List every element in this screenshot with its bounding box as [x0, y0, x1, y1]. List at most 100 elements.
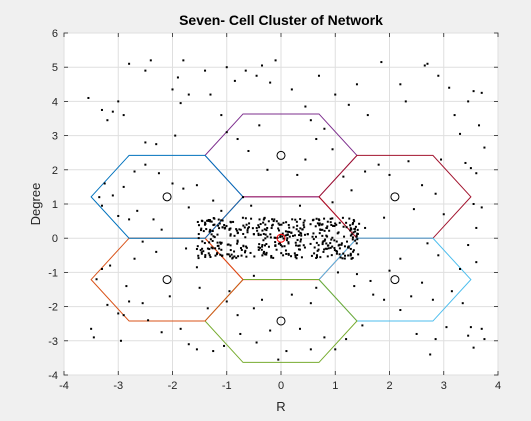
- scatter-point: [212, 235, 215, 238]
- scatter-point: [399, 83, 402, 86]
- scatter-point: [265, 253, 268, 256]
- scatter-point: [345, 338, 348, 341]
- scatter-point: [242, 232, 245, 235]
- scatter-point: [316, 222, 319, 225]
- scatter-point: [314, 225, 317, 228]
- scatter-point: [300, 234, 303, 237]
- scatter-point: [206, 247, 209, 250]
- scatter-point: [285, 221, 288, 224]
- scatter-point: [478, 124, 481, 127]
- scatter-point: [269, 236, 272, 239]
- hexagon-cells: [90, 113, 472, 363]
- scatter-point: [354, 239, 357, 242]
- scatter-point: [264, 223, 267, 226]
- scatter-point: [197, 254, 200, 257]
- scatter-point: [144, 163, 147, 166]
- scatter-point: [250, 204, 253, 207]
- scatter-point: [318, 232, 321, 235]
- scatter-point: [311, 219, 314, 222]
- scatter-point: [434, 338, 437, 341]
- scatter-point: [341, 216, 344, 219]
- scatter-point: [285, 239, 288, 242]
- scatter-point: [239, 247, 242, 250]
- scatter-point: [261, 298, 264, 301]
- scatter-point: [404, 100, 407, 103]
- scatter-point: [352, 221, 355, 224]
- scatter-point: [315, 256, 318, 259]
- scatter-point: [144, 141, 147, 144]
- scatter-point: [429, 353, 432, 356]
- scatter-point: [331, 201, 334, 204]
- y-tick-label: -2: [48, 302, 58, 314]
- scatter-point: [255, 74, 258, 77]
- scatter-point: [326, 255, 329, 258]
- scatter-point: [339, 256, 342, 259]
- scatter-point: [212, 217, 215, 220]
- scatter-point: [269, 81, 272, 84]
- scatter-point: [298, 327, 301, 330]
- scatter-point: [364, 226, 367, 229]
- scatter-point: [245, 246, 248, 249]
- scatter-point: [255, 226, 258, 229]
- scatter-point: [459, 132, 462, 135]
- scatter-point: [317, 218, 320, 221]
- scatter-point: [383, 298, 386, 301]
- scatter-point: [431, 298, 434, 301]
- scatter-point: [440, 158, 443, 161]
- x-tick-label: 1: [332, 380, 338, 392]
- scatter-point: [197, 224, 200, 227]
- scatter-point: [245, 223, 248, 226]
- scatter-point: [330, 223, 333, 226]
- scatter-point: [369, 279, 372, 282]
- x-tick-label: 0: [278, 380, 284, 392]
- base-station-marker: [162, 192, 172, 202]
- scatter-point: [345, 221, 348, 224]
- scatter-point: [472, 346, 475, 349]
- scatter-point: [200, 219, 203, 222]
- y-tick-label: 6: [52, 28, 58, 40]
- scatter-point: [265, 251, 268, 254]
- scatter-point: [380, 61, 383, 64]
- scatter-point: [122, 185, 125, 188]
- x-tick-label: -3: [113, 380, 123, 392]
- scatter-point: [423, 64, 426, 67]
- scatter-point: [242, 196, 245, 199]
- scatter-point: [246, 229, 249, 232]
- scatter-point: [199, 249, 202, 252]
- scatter-point: [299, 240, 302, 243]
- scatter-point: [354, 225, 357, 228]
- scatter-point: [475, 172, 478, 175]
- scatter-point: [242, 244, 245, 247]
- scatter-point: [223, 227, 226, 230]
- scatter-point: [295, 257, 298, 260]
- scatter-point: [293, 252, 296, 255]
- scatter-point: [246, 227, 249, 230]
- y-tick-label: -1: [48, 267, 58, 279]
- scatter-point: [247, 226, 250, 229]
- scatter-point: [302, 224, 305, 227]
- scatter-point: [250, 217, 253, 220]
- scatter-point: [235, 256, 238, 259]
- scatter-point: [324, 238, 327, 241]
- scatter-point: [211, 239, 214, 242]
- scatter-point: [100, 204, 103, 207]
- scatter-point: [208, 219, 211, 222]
- scatter-point: [303, 233, 306, 236]
- scatter-point: [240, 248, 243, 251]
- scatter-point: [453, 114, 456, 117]
- scatter-point: [279, 235, 282, 238]
- scatter-point: [302, 221, 305, 224]
- scatter-point: [106, 303, 109, 306]
- scatter-point: [295, 220, 298, 223]
- scatter-point: [100, 108, 103, 111]
- scatter-point: [352, 218, 355, 221]
- scatter-point: [321, 241, 324, 244]
- scatter-point: [274, 59, 277, 62]
- scatter-point: [310, 254, 313, 257]
- scatter-point: [263, 217, 266, 220]
- scatter-point: [286, 230, 289, 233]
- scatter-point: [109, 264, 112, 267]
- scatter-point: [281, 245, 284, 248]
- scatter-point: [372, 293, 375, 296]
- scatter-point: [328, 229, 331, 232]
